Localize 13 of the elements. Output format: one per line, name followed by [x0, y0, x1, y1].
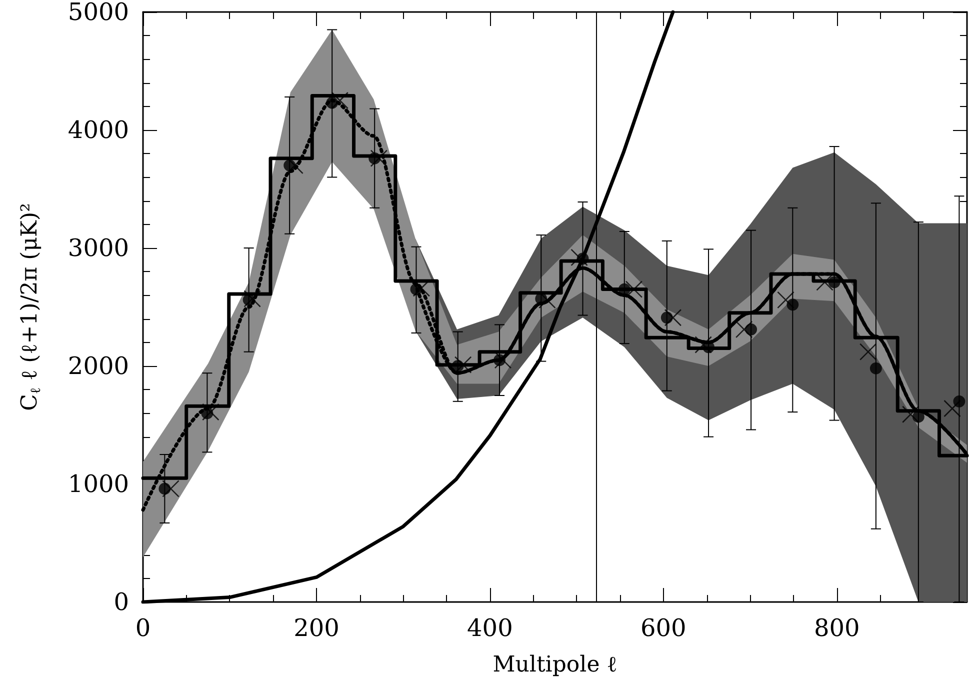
y-tick-label: 4000 — [68, 116, 129, 144]
x-tick-label: 400 — [467, 614, 513, 642]
x-tick-label: 0 — [135, 614, 151, 642]
y-tick-label: 3000 — [68, 234, 129, 262]
y-tick-label: 0 — [114, 588, 129, 616]
x-tick-label: 600 — [640, 614, 686, 642]
y-tick-label: 2000 — [68, 352, 129, 380]
y-axis-title: Cℓ ℓ (ℓ+1)/2π (μK)² — [18, 203, 44, 411]
x-tick-label: 800 — [814, 614, 860, 642]
y-tick-label: 5000 — [68, 0, 129, 26]
x-axis-title: Multipole ℓ — [492, 652, 618, 678]
x-tick-label: 200 — [294, 614, 340, 642]
y-tick-label: 1000 — [68, 470, 129, 498]
